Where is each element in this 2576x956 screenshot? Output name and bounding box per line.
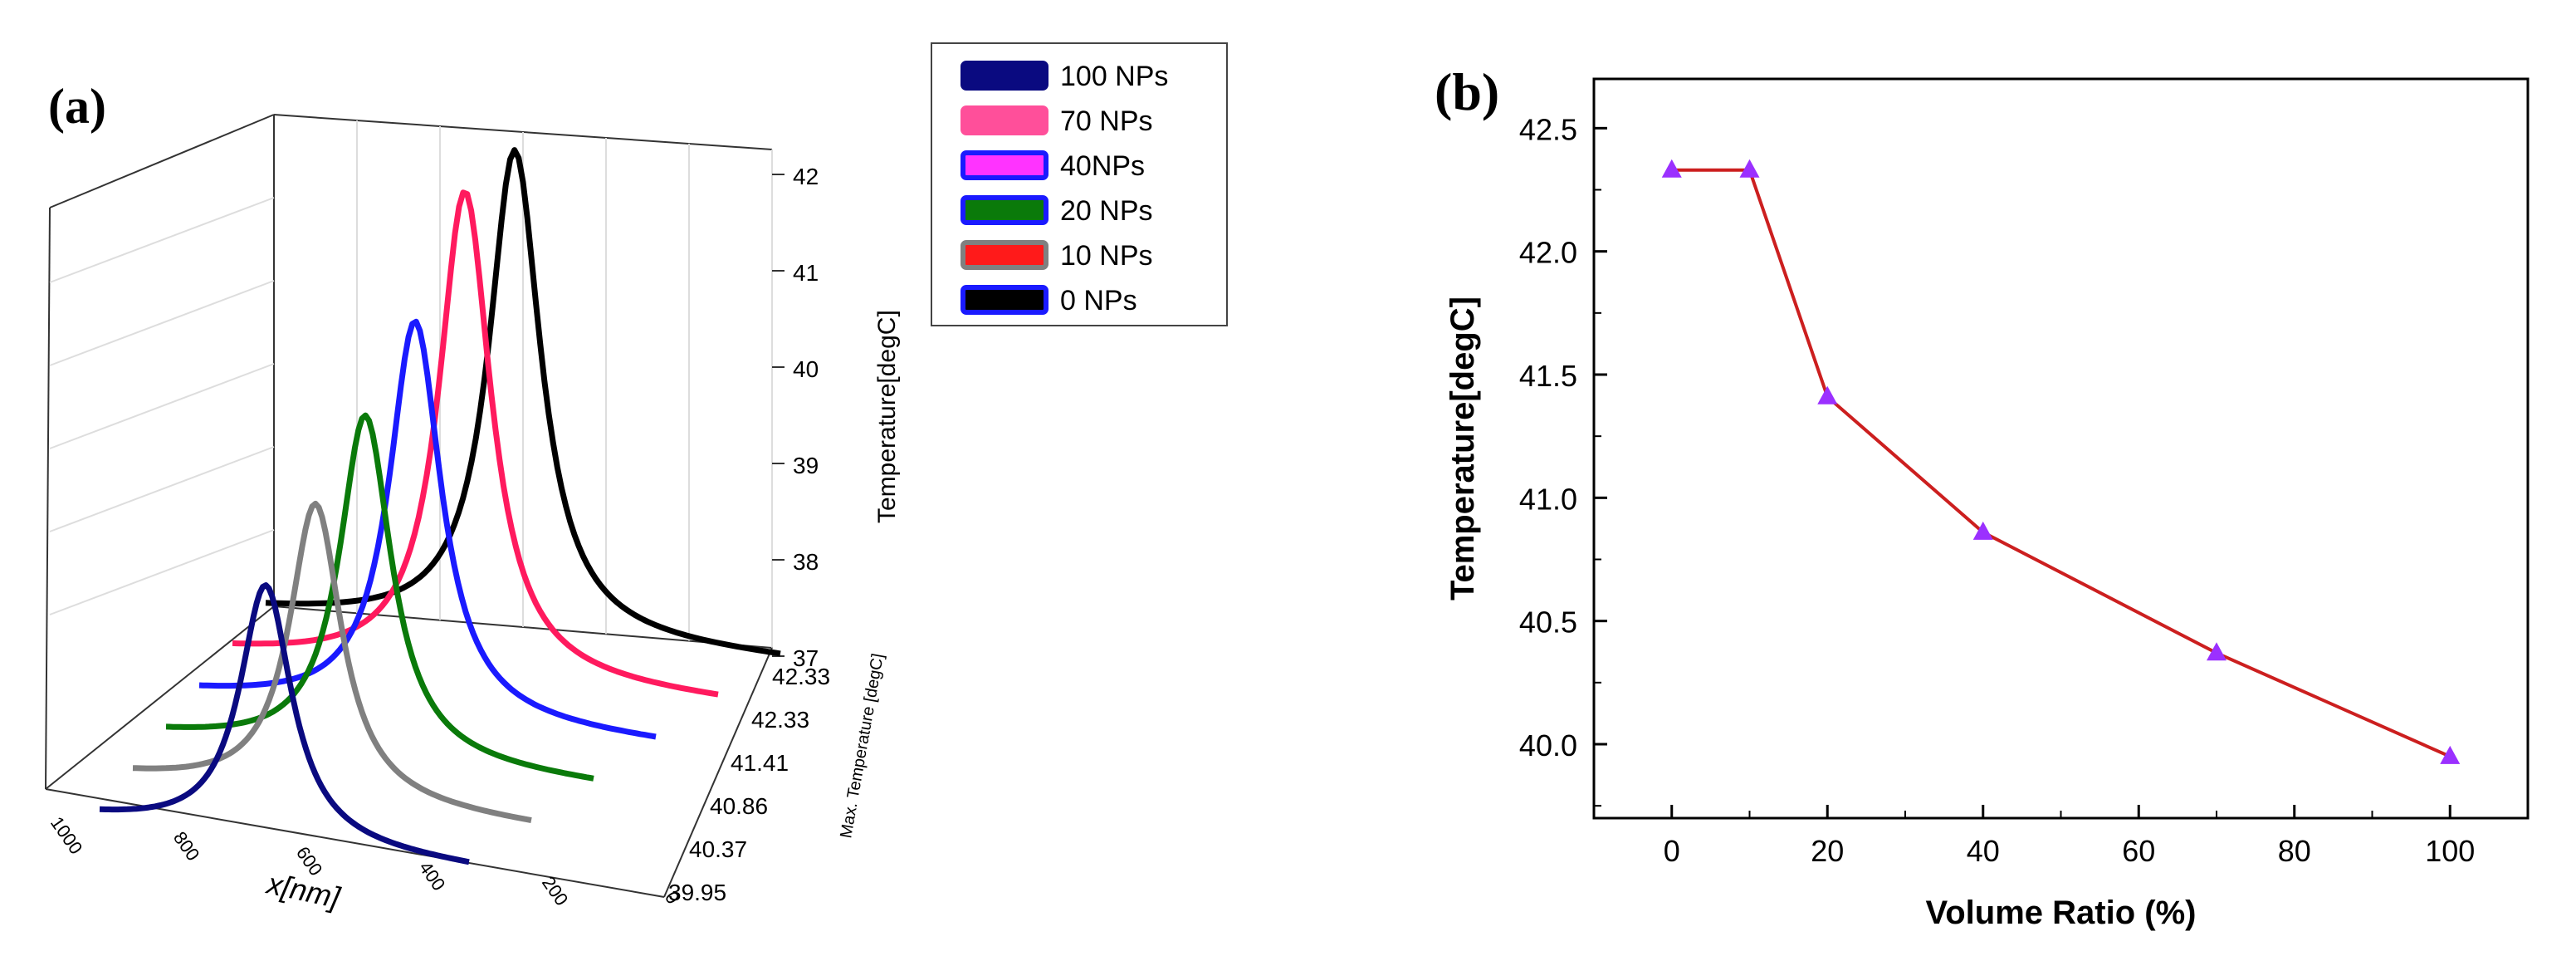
y-tick-label: 40.86 xyxy=(710,793,768,819)
x-tick-label: 60 xyxy=(2122,834,2155,868)
x-tick-label: 80 xyxy=(2278,834,2311,868)
y-tick-label: 42.5 xyxy=(1519,112,1577,146)
grid-line xyxy=(49,197,275,283)
frame-edge xyxy=(49,114,275,208)
legend-label: 0 NPs xyxy=(1060,285,1137,316)
z-tick-label: 41 xyxy=(793,260,819,286)
y-axis-label: Temperature[degC] xyxy=(1444,297,1481,601)
data-point xyxy=(1972,521,1993,540)
legend-label: 20 NPs xyxy=(1060,195,1153,227)
x-tick-label: 1000 xyxy=(46,813,87,858)
data-point xyxy=(2440,745,2461,764)
grid-line xyxy=(49,446,275,532)
data-point xyxy=(1817,385,1838,404)
y-tick-label: 41.5 xyxy=(1519,359,1577,393)
legend-swatch xyxy=(961,285,1048,315)
grid-line xyxy=(49,363,275,449)
y-tick-label: 41.41 xyxy=(731,750,789,776)
y-tick-label: 42.33 xyxy=(772,664,830,689)
z-tick-label: 39 xyxy=(793,453,819,478)
frame-edge xyxy=(45,605,275,790)
data-point xyxy=(2207,642,2227,661)
chart-b: 40.0 40.5 41.0 41.5 42.0 42.5 0 20 40 60 80 100 Volu… xyxy=(1444,77,2530,931)
frame-edge xyxy=(45,207,51,790)
y-tick-label: 40.5 xyxy=(1519,605,1577,640)
chart-a: 37 38 39 40 41 42 Temperature[degC] 42.33 42.33 4… xyxy=(45,42,1228,914)
x-tick-label: 200 xyxy=(538,873,573,909)
plot-frame xyxy=(1592,77,2530,820)
frame-edge xyxy=(663,647,773,898)
series-line xyxy=(232,189,719,698)
series-line xyxy=(1671,168,2451,758)
y-axis-label: Max. Temperature [degC] xyxy=(837,652,887,840)
legend-label: 70 NPs xyxy=(1060,105,1153,137)
legend-swatch xyxy=(961,195,1048,225)
x-axis-label: Volume Ratio (%) xyxy=(1926,895,2197,931)
z-tick-label: 38 xyxy=(793,549,819,575)
series-line xyxy=(198,318,657,740)
x-tick-label: 800 xyxy=(169,828,204,865)
frame-edge xyxy=(45,788,665,898)
x-tick-label: 100 xyxy=(2425,834,2475,868)
series-line xyxy=(165,412,594,782)
x-tick-label: 20 xyxy=(1811,834,1844,868)
grid-line xyxy=(49,529,275,615)
legend-swatch xyxy=(961,105,1048,135)
legend-box xyxy=(931,42,1228,326)
legend-swatch xyxy=(961,150,1048,180)
x-axis-label: x[nm] xyxy=(262,865,344,914)
legend-swatch xyxy=(961,61,1048,91)
legend-swatch xyxy=(961,240,1048,270)
x-tick-label: 0 xyxy=(1664,834,1680,868)
panel-label-a: (a) xyxy=(48,79,106,134)
z-axis-label: Temperature[degC] xyxy=(873,310,901,523)
y-tick-label: 40.0 xyxy=(1519,728,1577,762)
y-tick-label: 41.0 xyxy=(1519,482,1577,516)
legend-label: 10 NPs xyxy=(1060,240,1153,272)
x-tick-label: 400 xyxy=(415,858,450,895)
legend-label: 40NPs xyxy=(1060,150,1145,182)
data-point xyxy=(1661,159,1682,178)
z-tick-label: 42 xyxy=(793,164,819,189)
legend-label: 100 NPs xyxy=(1060,61,1168,92)
y-tick-label: 40.37 xyxy=(689,836,747,862)
grid-line xyxy=(49,280,275,366)
y-tick-label: 42.0 xyxy=(1519,236,1577,270)
panel-label-b: (b) xyxy=(1435,62,1499,121)
y-tick-label: 42.33 xyxy=(751,707,809,733)
series-line xyxy=(132,500,532,824)
series-line xyxy=(99,582,470,865)
x-tick-label: 40 xyxy=(1967,834,2000,868)
z-tick-label: 37 xyxy=(793,645,819,671)
data-point xyxy=(1739,159,1760,178)
z-tick-label: 40 xyxy=(793,356,819,382)
series-line xyxy=(265,147,781,657)
y-tick-label: 39.95 xyxy=(668,880,726,905)
